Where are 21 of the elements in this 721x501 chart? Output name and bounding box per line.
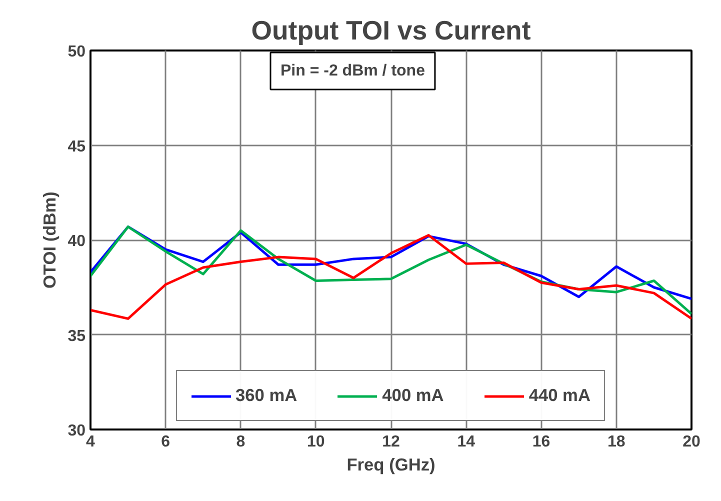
legend-label: 400 mA — [382, 385, 444, 406]
annotation: Pin = -2 dBm / tone — [280, 62, 426, 80]
x-axis-title: Freq (GHz) — [346, 454, 436, 474]
y-axis-title: OTOI (dBm) — [40, 192, 60, 288]
x-tick-label: 20 — [682, 434, 700, 450]
x-tick-label: 14 — [457, 434, 476, 450]
legend-label: 440 mA — [528, 385, 590, 406]
x-tick-label: 8 — [236, 434, 246, 450]
x-tick-label: 6 — [161, 434, 170, 450]
y-tick-label: 40 — [68, 233, 86, 250]
x-tick-label: 18 — [607, 434, 626, 450]
chart-title: Output TOI vs Current — [251, 16, 531, 46]
y-tick-label: 50 — [68, 44, 86, 60]
x-tick-label: 16 — [532, 434, 550, 450]
x-tick-label: 12 — [382, 434, 400, 450]
y-tick-label: 45 — [68, 138, 86, 156]
x-tick-label: 4 — [86, 434, 96, 450]
legend-label: 360 mA — [236, 385, 298, 406]
x-tick-label: 10 — [306, 434, 325, 450]
y-tick-label: 35 — [68, 328, 86, 345]
y-tick-label: 30 — [68, 422, 86, 440]
